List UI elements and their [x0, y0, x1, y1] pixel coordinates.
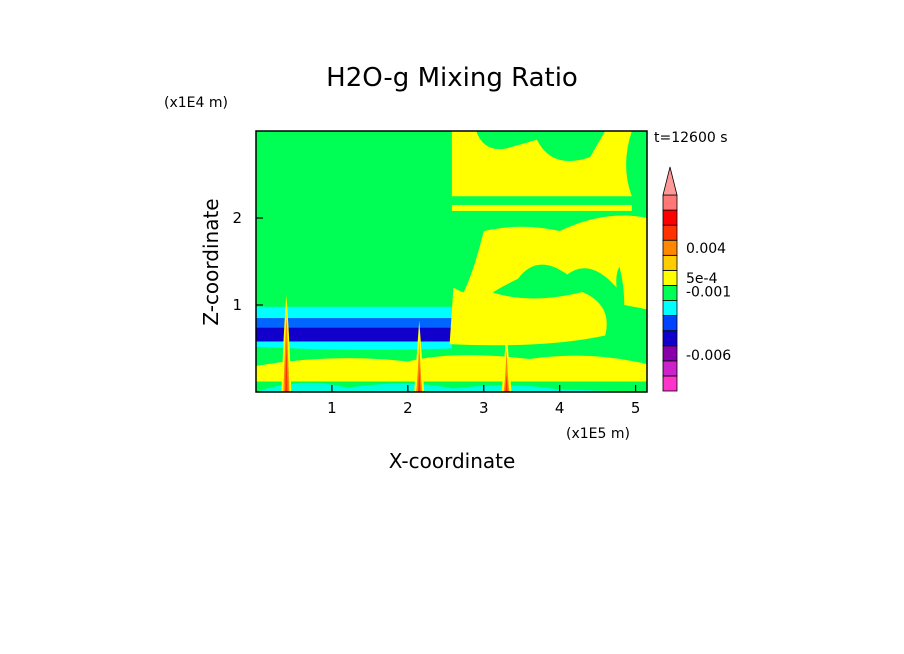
colorbar-label: 5e-4: [686, 271, 718, 287]
colorbar-swatch: [662, 254, 678, 271]
chart-title: H2O-g Mixing Ratio: [326, 63, 578, 93]
colorbar-swatch: [662, 375, 678, 392]
colorbar-swatch: [662, 330, 678, 347]
band-cyan-lower: [256, 341, 452, 350]
y-tick-label: 1: [232, 296, 242, 314]
colorbar-swatch: [662, 194, 678, 211]
plume-inner: [503, 349, 510, 392]
x-scale-label: (x1E5 m): [566, 426, 630, 442]
y-axis-label: Z-coordinate: [199, 198, 223, 325]
colorbar-over-arrow: [662, 166, 678, 196]
yellow-strip: [451, 204, 632, 211]
band-blue: [256, 318, 452, 328]
colorbar-swatch: [662, 300, 678, 317]
colorbar-swatch: [662, 360, 678, 377]
x-axis-label: X-coordinate: [389, 449, 516, 473]
y-scale-label: (x1E4 m): [164, 95, 228, 111]
band-dark-blue: [256, 327, 452, 342]
green-bottom: [256, 381, 647, 392]
colorbar-label: 0.004: [686, 241, 726, 257]
x-tick-label: 2: [403, 399, 413, 417]
colorbar-swatch: [662, 239, 678, 256]
plot-frame: [255, 130, 648, 393]
y-axis-ticks: 12: [232, 209, 263, 314]
colorbar-swatch: [662, 224, 678, 241]
plume-core: [505, 374, 508, 392]
plume-core: [418, 365, 421, 392]
colorbar-swatch: [662, 345, 678, 362]
time-label: t=12600 s: [654, 130, 728, 146]
colorbar-label: -0.001: [686, 284, 731, 300]
x-tick-label: 4: [555, 399, 565, 417]
x-tick-label: 3: [479, 399, 489, 417]
yellow-upper: [451, 131, 632, 197]
yellow-right: [601, 226, 647, 310]
cyan-bottom: [256, 382, 647, 392]
yellow-lower: [449, 287, 607, 346]
colorbar: 0.004 5e-4-0.001 -0.006: [662, 166, 731, 392]
colorbar-swatch: [662, 269, 678, 286]
colorbar-swatch: [662, 315, 678, 332]
y-tick-label: 2: [232, 209, 242, 227]
yellow-bottom: [256, 355, 647, 382]
x-tick-label: 1: [327, 399, 337, 417]
contour-field: [256, 131, 647, 392]
yellow-middle: [454, 215, 647, 305]
plume-core: [285, 339, 288, 392]
x-tick-label: 5: [631, 399, 641, 417]
colorbar-swatch: [662, 209, 678, 226]
band-cyan: [256, 306, 452, 319]
colorbar-swatch: [662, 285, 678, 301]
x-axis-ticks: 1 2 3 4 5: [327, 385, 640, 417]
colorbar-label: -0.006: [686, 348, 731, 364]
